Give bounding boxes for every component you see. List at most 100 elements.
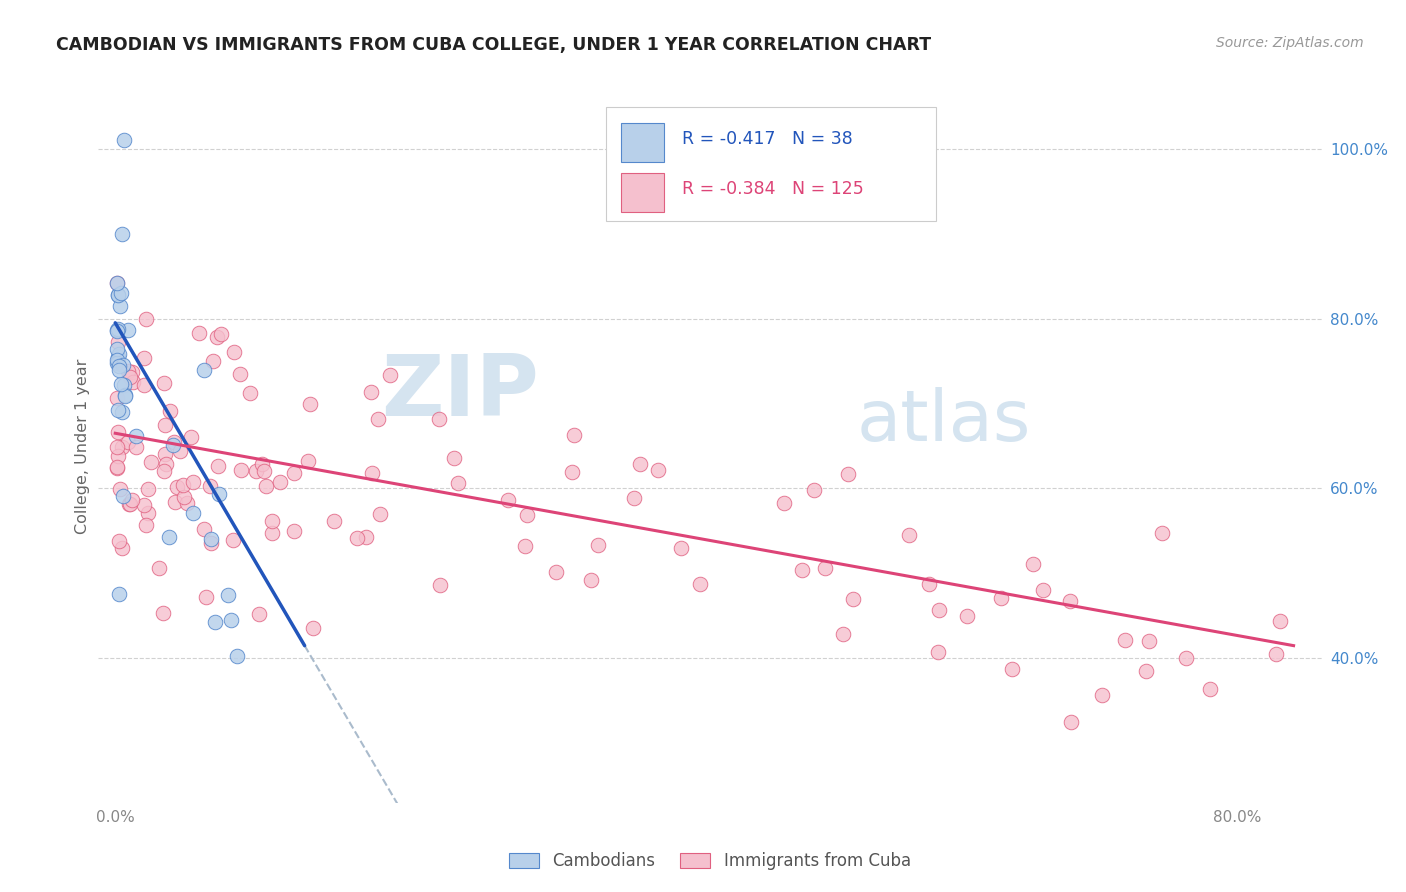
Point <box>562 428 585 442</box>
Point <box>917 577 939 591</box>
Point <box>217 588 239 602</box>
Point <box>208 487 231 501</box>
Point <box>117 323 139 337</box>
Point <box>200 536 222 550</box>
Point <box>790 563 813 577</box>
Point <box>125 429 148 443</box>
FancyBboxPatch shape <box>620 173 664 212</box>
Point <box>111 405 134 419</box>
Point <box>107 449 129 463</box>
Point <box>260 525 283 540</box>
Legend: Cambodians, Immigrants from Cuba: Cambodians, Immigrants from Cuba <box>502 846 918 877</box>
Point <box>198 478 221 492</box>
Point <box>155 457 177 471</box>
Point <box>105 391 128 405</box>
Point <box>367 412 389 426</box>
Point <box>107 425 129 439</box>
Point <box>193 363 215 377</box>
Point <box>112 133 135 147</box>
Point <box>134 378 156 392</box>
Point <box>181 506 204 520</box>
Point <box>194 590 217 604</box>
Point <box>120 497 142 511</box>
Point <box>112 489 135 503</box>
Text: atlas: atlas <box>856 386 1031 456</box>
Point <box>269 475 291 490</box>
Point <box>354 530 377 544</box>
Point <box>647 463 669 477</box>
Point <box>360 384 382 399</box>
Point <box>107 322 129 336</box>
Point <box>193 522 215 536</box>
Point <box>107 334 129 349</box>
Point <box>427 412 450 426</box>
Point <box>226 649 249 664</box>
Point <box>114 389 136 403</box>
Point <box>302 621 325 635</box>
Point <box>163 434 186 449</box>
Text: ZIP: ZIP <box>381 351 538 434</box>
Point <box>110 286 132 301</box>
Point <box>108 359 131 373</box>
Point <box>105 342 128 356</box>
Point <box>105 356 128 370</box>
Point <box>135 518 157 533</box>
Point <box>368 507 391 521</box>
Point <box>169 444 191 458</box>
Point <box>105 323 128 337</box>
Point <box>207 458 229 473</box>
Point <box>671 541 693 555</box>
Point <box>125 440 148 454</box>
Point <box>228 367 250 381</box>
Point <box>252 457 274 471</box>
Point <box>152 606 174 620</box>
Point <box>841 591 863 606</box>
Point <box>153 376 176 390</box>
Point <box>111 541 134 555</box>
Point <box>107 363 129 377</box>
Point <box>229 462 252 476</box>
Point <box>446 476 468 491</box>
Point <box>118 370 141 384</box>
Point <box>689 577 711 591</box>
Point <box>283 524 305 538</box>
Point <box>132 351 155 365</box>
Point <box>110 376 132 391</box>
Point <box>628 457 651 471</box>
Point <box>581 574 603 588</box>
Point <box>544 565 567 579</box>
Point <box>429 577 451 591</box>
Point <box>180 430 202 444</box>
Point <box>496 492 519 507</box>
Point <box>188 326 211 341</box>
Point <box>114 388 136 402</box>
Point <box>1060 714 1083 729</box>
Point <box>1198 681 1220 696</box>
Point <box>561 465 583 479</box>
Point <box>159 404 181 418</box>
Point <box>837 467 859 482</box>
Point <box>832 627 855 641</box>
Point <box>153 464 176 478</box>
Point <box>148 560 170 574</box>
Point <box>283 466 305 480</box>
Point <box>239 385 262 400</box>
Point <box>623 491 645 506</box>
Point <box>298 397 321 411</box>
Point <box>163 494 186 508</box>
Point <box>1001 662 1024 676</box>
Point <box>110 299 132 313</box>
Y-axis label: College, Under 1 year: College, Under 1 year <box>75 359 90 533</box>
Point <box>107 288 129 302</box>
Point <box>990 591 1012 606</box>
Point <box>107 402 129 417</box>
Point <box>153 447 176 461</box>
Point <box>207 330 229 344</box>
Point <box>122 375 145 389</box>
Point <box>111 227 134 241</box>
Point <box>181 475 204 490</box>
Point <box>1174 650 1197 665</box>
Point <box>254 479 277 493</box>
Point <box>1022 557 1045 571</box>
Point <box>586 538 609 552</box>
